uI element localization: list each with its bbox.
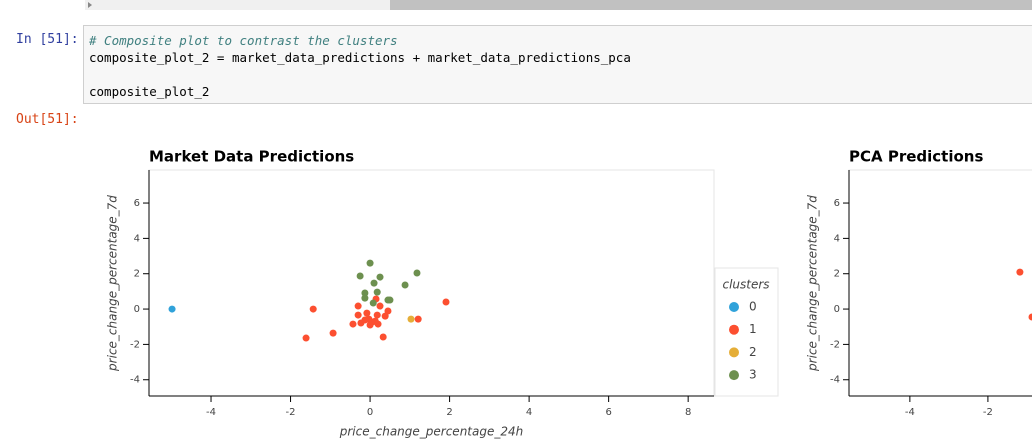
y-tick-label: 0: [834, 304, 840, 315]
x-tick-label: 0: [367, 407, 373, 418]
y-tick-label: 4: [134, 233, 140, 244]
scatter-point: [349, 320, 357, 328]
scatter-point: [401, 281, 409, 289]
scatter-point: [442, 298, 450, 306]
scatter-point: [370, 279, 378, 287]
y-tick-label: 2: [134, 269, 140, 280]
x-tick-label: -2: [983, 407, 993, 418]
legend-box: [714, 267, 779, 397]
y-axis-label: price_change_percentage_7d: [106, 195, 120, 372]
scatter-point: [374, 320, 382, 328]
scatter-point: [366, 321, 374, 329]
legend-marker: [729, 370, 739, 381]
scroll-arrow[interactable]: [88, 2, 92, 8]
plot-frame: [848, 169, 1032, 397]
input-prompt: In [51]:: [16, 32, 79, 47]
scatter-point: [384, 307, 392, 315]
x-tick-label: 8: [685, 407, 691, 418]
y-tick-label: 6: [834, 198, 840, 209]
plot-frame: [148, 169, 715, 397]
y-tick-label: 0: [134, 304, 140, 315]
scatter-point: [354, 302, 362, 310]
y-axis-label: price_change_percentage_7d: [806, 195, 820, 372]
scatter-point: [168, 305, 176, 313]
scatter-point: [376, 302, 384, 310]
x-tick-label: -2: [286, 407, 296, 418]
x-tick-label: -4: [905, 407, 915, 418]
code-line: composite_plot_2: [89, 84, 210, 99]
legend-label: 3: [749, 368, 757, 382]
scatter-point: [407, 315, 415, 323]
y-tick-label: -2: [130, 339, 140, 350]
y-tick-label: 2: [834, 269, 840, 280]
scatter-point: [361, 294, 369, 302]
code-cell[interactable]: # Composite plot to contrast the cluster…: [83, 25, 1032, 104]
scatter-point: [329, 329, 337, 337]
code-line: composite_plot_2 = market_data_predictio…: [89, 50, 631, 65]
legend-title: clusters: [722, 278, 769, 292]
chart-title: Market Data Predictions: [149, 148, 354, 166]
scatter-point: [379, 333, 387, 341]
x-tick-label: 6: [605, 407, 611, 418]
code-line: # Composite plot to contrast the cluster…: [89, 33, 398, 48]
scatter-point: [386, 296, 394, 304]
legend-label: 0: [749, 300, 757, 314]
legend-marker: [729, 302, 739, 312]
output-prompt: Out[51]:: [16, 112, 79, 127]
scatter-point: [413, 269, 421, 277]
scatter-point: [1016, 268, 1024, 276]
y-tick-label: -4: [130, 375, 140, 386]
scatter-point: [309, 305, 317, 313]
scatter-point: [363, 309, 371, 317]
x-tick-label: -4: [206, 407, 216, 418]
scatter-point: [376, 273, 384, 281]
horizontal-scrollbar[interactable]: [85, 0, 1032, 10]
x-axis-label: price_change_percentage_24h: [339, 425, 523, 439]
x-tick-label: 2: [446, 407, 452, 418]
legend-label: 1: [749, 322, 757, 336]
legend-marker: [729, 347, 739, 358]
scatter-point: [361, 316, 369, 324]
scatter-point: [361, 289, 369, 297]
y-tick-label: -4: [830, 375, 840, 386]
scatter-point: [381, 312, 389, 320]
legend-label: 2: [749, 345, 757, 359]
legend-marker: [729, 324, 739, 335]
scatter-point: [302, 334, 310, 342]
scatter-point: [369, 299, 377, 307]
y-tick-label: -2: [830, 339, 840, 350]
scatter-point: [373, 288, 381, 296]
scrollbar-thumb[interactable]: [390, 0, 1032, 10]
scatter-point: [356, 272, 364, 280]
y-tick-label: 6: [134, 198, 140, 209]
scatter-point: [373, 311, 381, 319]
scatter-point: [354, 311, 362, 319]
chart-title: PCA Predictions: [849, 148, 983, 166]
scatter-point: [366, 259, 374, 267]
scatter-point: [414, 315, 422, 323]
y-tick-label: 4: [834, 233, 840, 244]
scatter-point: [1028, 313, 1032, 321]
x-tick-label: 4: [526, 407, 532, 418]
